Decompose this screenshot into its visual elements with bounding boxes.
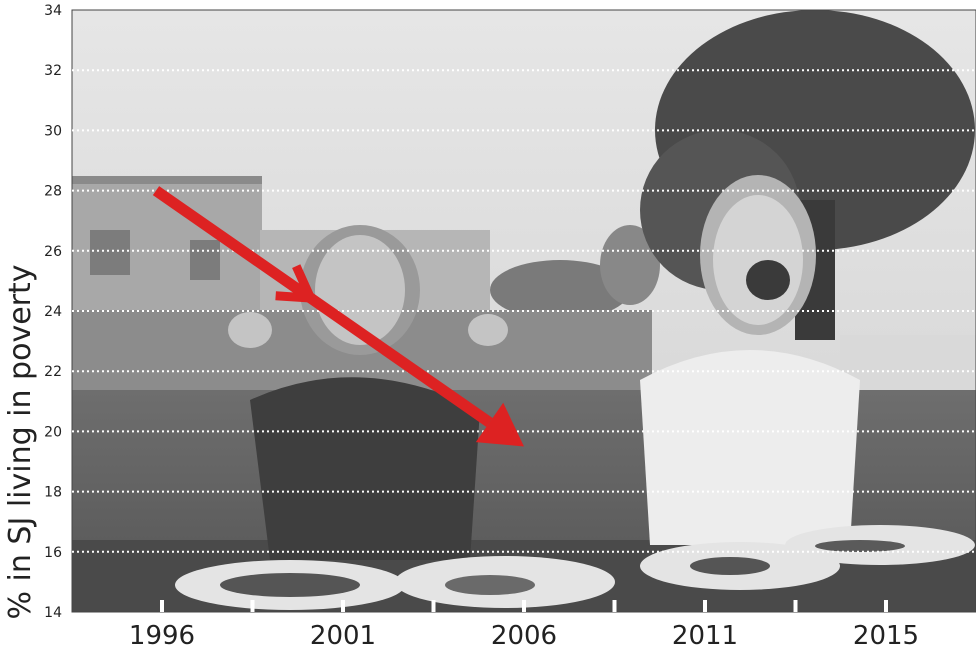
trend-arrow-chevron [275, 264, 318, 304]
x-tick-label: 2006 [491, 621, 557, 648]
background-photo [72, 10, 976, 612]
x-tick-label: 2001 [310, 621, 376, 648]
y-tick-label: 18 [44, 485, 62, 501]
y-tick-label: 20 [44, 424, 62, 440]
x-tick-label: 2011 [672, 621, 738, 648]
y-tick-label: 32 [44, 63, 62, 79]
y-tick-label: 28 [44, 184, 62, 200]
gridlines [72, 69, 976, 553]
series-layer [152, 186, 524, 447]
y-axis: 14 16 18 20 22 24 26 28 30 32 34 [44, 3, 62, 621]
y-tick-label: 24 [44, 304, 62, 320]
trend-arrow-shaft [152, 186, 493, 427]
y-tick-label: 16 [44, 545, 62, 561]
y-axis-label: % in SJ living in poverty [3, 264, 38, 619]
y-tick-label: 26 [44, 244, 62, 260]
x-tick-label: 1996 [129, 621, 195, 648]
y-tick-label: 14 [44, 605, 62, 621]
y-tick-label: 34 [44, 3, 62, 19]
y-tick-label: 30 [44, 123, 62, 139]
x-tick-label: 2015 [853, 621, 919, 648]
y-tick-label: 22 [44, 364, 62, 380]
x-axis: 1996 2001 2006 2011 2015 [129, 600, 919, 648]
trend-arrow-head [475, 402, 524, 447]
